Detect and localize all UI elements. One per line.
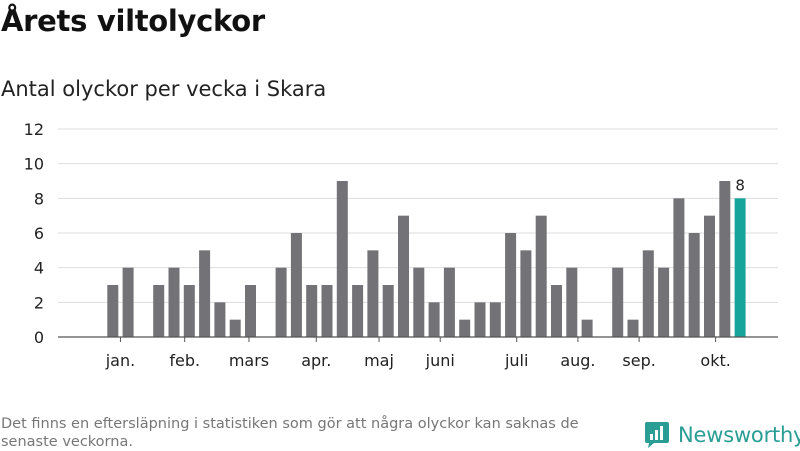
bar	[520, 250, 532, 337]
x-tick-label: apr.	[301, 351, 331, 370]
bar	[352, 285, 364, 337]
data-label: 8	[735, 176, 745, 194]
bar	[704, 215, 715, 337]
bar	[321, 285, 333, 337]
bar-current-week	[734, 198, 746, 337]
bar	[428, 302, 440, 337]
bar	[474, 302, 486, 337]
chart-subtitle: Antal olyckor per vecka i Skara	[1, 77, 327, 101]
x-tick-label: aug.	[560, 351, 595, 370]
bar	[168, 267, 180, 337]
bar	[413, 267, 425, 337]
x-tick-label: maj	[364, 351, 394, 370]
y-tick-label: 2	[34, 293, 44, 312]
bar	[199, 250, 211, 337]
x-tick-label: feb.	[169, 351, 200, 370]
newsworthy-logo-icon	[645, 422, 669, 448]
bar	[505, 233, 517, 337]
y-tick-label: 12	[24, 120, 44, 139]
bar	[627, 319, 639, 337]
bar	[673, 198, 685, 337]
y-tick-label: 8	[34, 189, 44, 208]
bar	[153, 285, 165, 337]
bar	[443, 267, 455, 337]
footnote: Det finns en eftersläpning i statistiken…	[1, 416, 579, 450]
bar	[183, 285, 195, 337]
x-tick-label: juli	[504, 351, 528, 370]
brand-name: Newsworthy	[678, 423, 800, 447]
bar-chart: 0 2 4 6 8 10 12 jan. feb. mars apr. maj juni juli aug.…	[24, 120, 778, 370]
bar	[336, 181, 348, 337]
brand-logo[interactable]: Newsworthy	[644, 420, 800, 450]
chart-title: Årets viltolyckor	[1, 4, 265, 38]
bar	[535, 215, 547, 337]
bar	[229, 319, 241, 337]
bar	[214, 302, 226, 337]
x-tick-label: juni	[425, 351, 455, 370]
bar	[306, 285, 318, 337]
bar	[489, 302, 501, 337]
bar	[642, 250, 654, 337]
y-tick-label: 10	[24, 155, 44, 174]
x-tick-label: jan.	[105, 351, 135, 370]
bar	[382, 285, 394, 337]
x-tick-label: okt.	[700, 351, 730, 370]
bar	[290, 233, 302, 337]
bar	[719, 181, 731, 337]
bar	[612, 267, 624, 337]
bar	[107, 285, 119, 337]
bar	[122, 267, 134, 337]
bar	[566, 267, 578, 337]
x-tick-label: mars	[229, 351, 269, 370]
x-tick-label: sep.	[622, 351, 655, 370]
y-tick-label: 6	[34, 224, 44, 243]
bar	[658, 267, 670, 337]
bar	[688, 233, 700, 337]
bar	[367, 250, 379, 337]
bar	[581, 319, 593, 337]
bar	[398, 215, 409, 337]
bar	[459, 319, 471, 337]
bar	[275, 267, 287, 337]
bar	[551, 285, 562, 337]
bar	[245, 285, 256, 337]
y-tick-label: 4	[34, 259, 44, 278]
y-tick-label: 0	[34, 328, 44, 347]
